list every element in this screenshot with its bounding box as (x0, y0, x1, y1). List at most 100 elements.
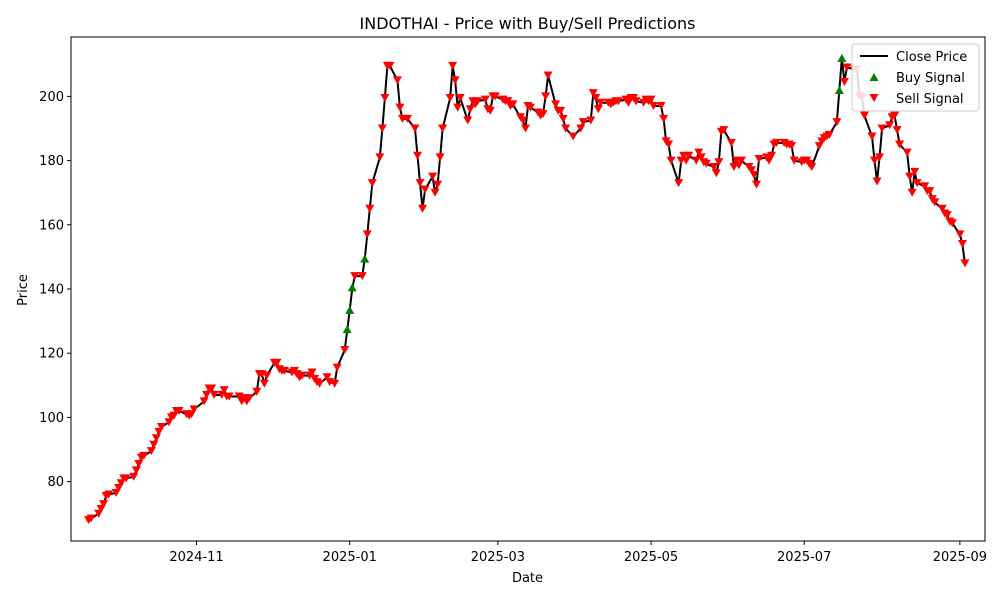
sell-signal-marker (684, 151, 694, 160)
sell-signal-marker (410, 124, 420, 133)
sell-signal-marker (448, 61, 458, 70)
sell-signal-marker (591, 93, 601, 102)
sell-signal-marker (307, 368, 317, 377)
sell-signal-marker (746, 166, 756, 175)
sell-signal-marker (259, 379, 269, 388)
sell-signal-marker (367, 179, 377, 188)
sell-signal-marker (189, 405, 199, 414)
sell-signal-marker (418, 204, 428, 213)
sell-signal-marker (149, 440, 159, 449)
sell-signal-marker (714, 158, 724, 167)
sell-signal-marker (209, 390, 219, 399)
sell-signal-marker (613, 97, 623, 106)
legend-close-label: Close Price (896, 50, 967, 65)
sell-signal-marker (121, 474, 131, 483)
sell-signal-marker (485, 106, 495, 115)
sell-signal-marker (415, 179, 425, 188)
sell-signal-marker (357, 272, 367, 281)
buy-signal-marker (360, 254, 370, 263)
sell-signal-marker (362, 230, 372, 239)
sell-signal-marker (413, 151, 423, 160)
sell-signal-marker (297, 371, 307, 380)
x-tick-label: 2024-11 (169, 550, 223, 565)
sell-signal-marker (807, 163, 817, 172)
sell-signal-marker (890, 111, 900, 120)
sell-signal-marker (428, 172, 438, 181)
sell-signal-marker (839, 77, 849, 86)
y-tick-label: 80 (47, 475, 64, 490)
legend: Close Price Buy Signal Sell Signal (851, 43, 980, 112)
sell-signal-marker (596, 98, 606, 107)
sell-signal-marker (526, 103, 536, 112)
sell-signal-marker (453, 103, 463, 112)
y-tick-label: 140 (39, 283, 64, 298)
sell-signal-marker (395, 103, 405, 112)
sell-signal-marker (910, 167, 920, 176)
sell-signal-marker (350, 272, 360, 281)
sell-signal-marker (322, 373, 332, 382)
sell-signal-marker (151, 434, 161, 443)
sell-signal-marker (365, 204, 375, 213)
sell-signal-marker (518, 116, 528, 125)
axes: 80 100 120 140 160 180 200 2024-11 2025-01 2025-0… (39, 90, 987, 565)
sell-signal-marker (558, 114, 568, 123)
sell-signal-marker (912, 179, 922, 188)
sell-signal-marker (438, 124, 448, 133)
sell-signal-marker (224, 392, 234, 401)
sell-signal-marker (561, 124, 571, 133)
sell-signal-marker (593, 105, 603, 114)
sell-signal-marker (902, 148, 912, 157)
sell-signal-marker (433, 180, 443, 189)
buy-signal-marker (345, 305, 355, 314)
sell-signal-marker (392, 76, 402, 85)
sell-signal-marker (729, 163, 739, 172)
sell-signal-marker (719, 126, 729, 135)
sell-signal-marker (99, 500, 109, 509)
sell-signal-marker (905, 172, 915, 181)
sell-signal-marker (749, 171, 759, 180)
sell-signal-marker (736, 156, 746, 165)
sell-signal-marker (824, 130, 834, 139)
sell-signal-marker (104, 490, 114, 499)
sell-signal-marker (463, 116, 473, 125)
sell-signal-marker (385, 61, 395, 70)
sell-signal-marker (202, 390, 212, 399)
y-tick-label: 180 (39, 154, 64, 169)
buy-signal-marker (347, 283, 357, 292)
sell-signal-marker (207, 384, 217, 393)
sell-signal-marker (960, 259, 970, 268)
sell-signal-marker (538, 110, 548, 119)
sell-signal-marker (244, 394, 254, 403)
sell-signal-marker (656, 102, 666, 111)
sell-signal-marker (674, 179, 684, 188)
sell-signal-marker (787, 142, 797, 151)
sell-signal-marker (450, 76, 460, 85)
sell-signal-marker (711, 169, 721, 178)
sell-signal-marker (957, 240, 967, 249)
legend-buy-swatch (869, 73, 879, 81)
sell-signal-marker (696, 153, 706, 162)
sell-signal-marker (131, 466, 141, 475)
sell-signal-marker (508, 100, 518, 109)
plot-area (84, 53, 970, 525)
sell-signal-marker (139, 451, 149, 460)
sell-signal-marker (430, 188, 440, 197)
sell-signal-marker (870, 156, 880, 165)
sell-signal-marker (420, 185, 430, 194)
sell-signal-marker (490, 92, 500, 101)
sell-signal-marker (86, 514, 96, 523)
sell-signal-marker (942, 211, 952, 220)
sell-signal-marker (789, 156, 799, 165)
sell-signal-marker (631, 97, 641, 106)
chart-title: INDOTHAI - Price with Buy/Sell Predictio… (360, 14, 696, 33)
sell-signal-marker (872, 177, 882, 186)
x-axis-label: Date (512, 571, 543, 586)
buy-signal-marker (837, 53, 847, 62)
sell-signal-marker (380, 93, 390, 102)
sell-signal-marker (772, 138, 782, 147)
sell-signal-marker (691, 156, 701, 165)
sell-signal-marker (465, 105, 475, 114)
sell-signal-marker (375, 153, 385, 162)
